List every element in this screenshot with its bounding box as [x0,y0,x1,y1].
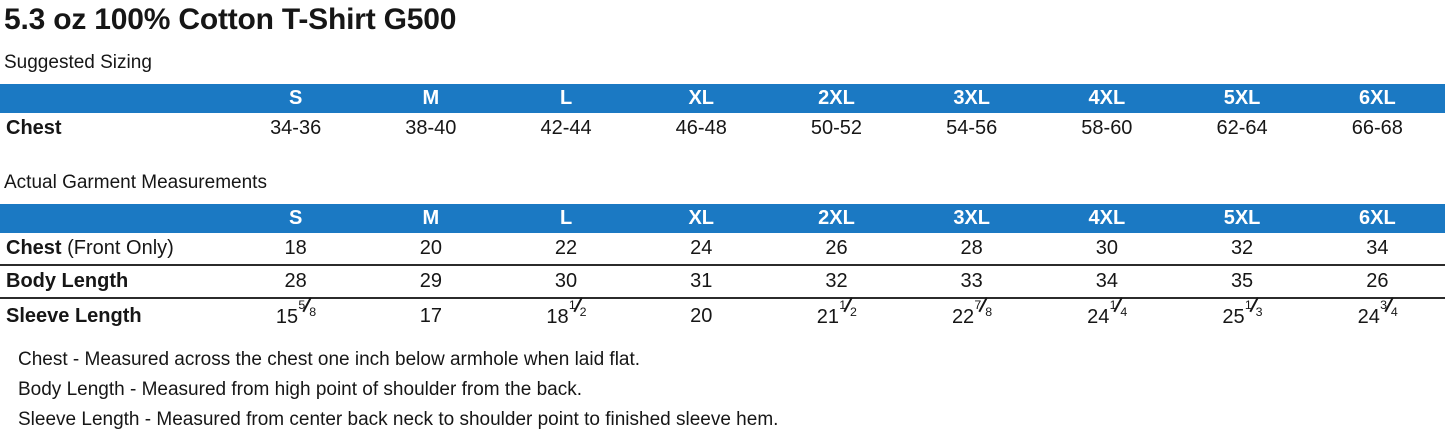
cell-body-length-m: 29 [363,264,499,298]
column-header-xl: XL [633,204,769,233]
cell-body-length-6xl: 26 [1309,264,1445,298]
table-header-row: S M L XL 2XL 3XL 4XL 5XL 6XL [0,204,1445,233]
cell-chest-front-6xl: 34 [1366,237,1389,259]
cell-chest-front-5xl: 32 [1230,237,1254,259]
row-label-chest-sublabel: (Front Only) [61,237,174,259]
cell-chest-4xl: 58-60 [1081,117,1133,139]
cell-sleeve-length-4xl: 24 1 4 [1039,297,1175,333]
footnote-chest: Chest - Measured across the chest one in… [18,349,641,370]
column-header-l: L [498,84,634,113]
cell-chest-front-xl: 24 [690,237,713,259]
cell-body-length-s: 28 [228,264,364,298]
cell-chest-front-4xl: 30 [1095,237,1118,259]
column-header-l: L [498,204,634,233]
actual-measurements-header: S M L XL 2XL 3XL 4XL 5XL 6XL [0,204,1445,233]
cell-chest-m: 38-40 [405,117,457,139]
column-header-m: M [363,84,499,113]
cell-chest-5xl: 62-64 [1216,117,1268,139]
row-label-chest: Chest [0,113,228,144]
column-header-5xl: 5XL [1174,84,1310,113]
cell-body-length-xl: 31 [633,264,769,298]
row-label-chest-text: Chest [6,237,62,259]
footnotes: Chest - Measured across the chest one in… [18,345,1418,435]
row-label-body-length: Body Length [0,264,229,298]
column-header-4xl: 4XL [1039,84,1175,113]
section-caption-actual-garment-measurements: Actual Garment Measurements [4,172,267,193]
row-label-sleeve-length-text: Sleeve Length [6,304,142,327]
suggested-sizing-header: S M L XL 2XL 3XL 4XL 5XL 6XL [0,84,1445,113]
cell-chest-front-l: 22 [554,237,578,259]
cell-sleeve-length-5xl: 25 1 3 [1174,297,1310,333]
column-header-3xl: 3XL [904,204,1040,233]
cell-chest-6xl: 66-68 [1351,117,1403,139]
cell-body-length-3xl: 33 [904,264,1040,298]
column-header-s: S [228,204,364,233]
cell-chest-front-2xl: 26 [825,237,848,259]
column-header-2xl: 2XL [768,84,905,113]
column-header-label [0,84,229,113]
table-row: Body Length 28 29 30 31 32 33 34 35 26 [0,264,1445,298]
cell-chest-l: 42-44 [540,117,592,139]
cell-body-length-2xl: 32 [768,264,905,298]
section-caption-suggested-sizing: Suggested Sizing [4,52,152,73]
table-header-row: S M L XL 2XL 3XL 4XL 5XL 6XL [0,84,1445,113]
table-row: Sleeve Length 15 5 8 17 18 1 2 20 21 1 2 22 7 8 … [0,297,1445,333]
cell-chest-front-3xl: 28 [960,237,983,259]
column-header-6xl: 6XL [1309,84,1445,113]
cell-sleeve-length-s: 15 5 8 [228,297,364,333]
suggested-sizing-table: S M L XL 2XL 3XL 4XL 5XL 6XL Chest 34-36… [0,84,1445,144]
cell-body-length-4xl: 34 [1039,264,1175,298]
page-title: 5.3 oz 100% Cotton T-Shirt G500 [4,3,457,36]
column-header-6xl: 6XL [1309,204,1445,233]
cell-chest-front-m: 20 [419,237,442,259]
cell-sleeve-length-xl: 20 [633,297,769,333]
column-header-label [0,204,229,233]
cell-chest-s: 34-36 [270,117,322,139]
cell-chest-2xl: 50-52 [810,117,863,139]
column-header-4xl: 4XL [1039,204,1175,233]
footnote-body-length: Body Length - Measured from high point o… [18,379,582,400]
column-header-xl: XL [633,84,769,113]
column-header-3xl: 3XL [904,84,1040,113]
actual-garment-measurements-table: S M L XL 2XL 3XL 4XL 5XL 6XL Chest (Fron… [0,204,1445,333]
cell-sleeve-length-2xl: 21 1 2 [768,297,905,333]
row-label-chest-front-only: Chest (Front Only) [0,233,228,265]
column-header-5xl: 5XL [1174,204,1310,233]
cell-sleeve-length-3xl: 22 7 8 [904,297,1040,333]
cell-sleeve-length-m: 17 [363,297,499,333]
row-label-body-length-text: Body Length [6,270,129,292]
cell-chest-xl: 46-48 [675,117,727,139]
cell-chest-front-s: 18 [284,237,307,259]
cell-body-length-5xl: 35 [1174,264,1310,298]
table-row: Chest (Front Only) 18 20 22 24 26 28 30 … [0,233,1445,265]
column-header-m: M [363,204,499,233]
column-header-s: S [228,84,364,113]
row-label-chest-text: Chest [6,117,62,139]
footnote-sleeve-length: Sleeve Length - Measured from center bac… [18,409,779,430]
cell-sleeve-length-6xl: 24 3 4 [1309,297,1445,333]
table-row: Chest 34-36 38-40 42-44 46-48 50-52 54-5… [0,113,1445,144]
actual-measurements-body: Chest (Front Only) 18 20 22 24 26 28 30 … [0,233,1445,333]
row-label-sleeve-length: Sleeve Length [0,297,229,333]
cell-sleeve-length-l: 18 1 2 [498,297,634,333]
suggested-sizing-body: Chest 34-36 38-40 42-44 46-48 50-52 54-5… [0,113,1445,144]
cell-chest-3xl: 54-56 [946,117,998,139]
cell-body-length-l: 30 [498,264,634,298]
column-header-2xl: 2XL [768,204,905,233]
